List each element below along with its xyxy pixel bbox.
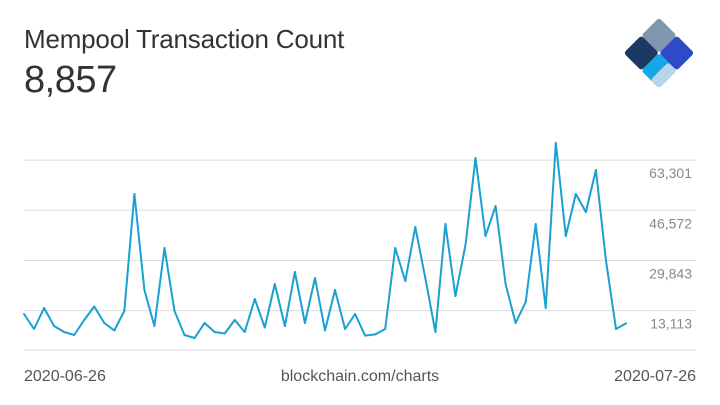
- data-point: [354, 313, 357, 315]
- data-point: [524, 301, 527, 303]
- data-point: [564, 235, 567, 237]
- data-point: [544, 307, 547, 309]
- data-point: [474, 157, 477, 159]
- chart-title: Mempool Transaction Count: [24, 24, 345, 54]
- data-point: [193, 337, 196, 339]
- data-point: [494, 205, 497, 207]
- data-point: [504, 283, 507, 285]
- logo-segment-pale: [651, 63, 676, 88]
- data-point: [625, 322, 627, 325]
- logo-segment-gray: [642, 18, 676, 52]
- data-point: [324, 329, 326, 332]
- x-end-date: 2020-07-26: [614, 368, 696, 385]
- data-point: [534, 223, 537, 225]
- source-label: blockchain.com/charts: [280, 368, 440, 385]
- data-point: [464, 244, 467, 246]
- data-point: [33, 328, 35, 330]
- data-point: [364, 334, 367, 337]
- data-point: [153, 325, 156, 327]
- x-start-date: 2020-06-26: [24, 368, 106, 385]
- data-point: [334, 289, 336, 291]
- data-point: [414, 226, 417, 228]
- data-point: [183, 334, 186, 336]
- data-point: [243, 331, 246, 333]
- data-point: [63, 331, 66, 333]
- data-point: [615, 328, 617, 330]
- data-point: [554, 142, 557, 144]
- data-point: [344, 328, 347, 330]
- logo-segment-blue: [660, 36, 694, 70]
- data-point: [303, 322, 306, 324]
- data-point: [584, 211, 587, 213]
- data-point: [263, 326, 266, 329]
- data-point: [574, 193, 577, 195]
- data-point: [253, 298, 256, 300]
- data-point: [444, 223, 447, 225]
- blockchain-logo-icon: [624, 18, 694, 88]
- data-point: [384, 328, 387, 330]
- y-tick-label: 46,572: [649, 215, 692, 231]
- data-point: [173, 310, 176, 312]
- data-point: [103, 322, 106, 324]
- data-point: [53, 325, 56, 327]
- series-line: [23, 142, 627, 339]
- data-point: [273, 283, 276, 285]
- y-tick-label: 29,843: [649, 265, 692, 281]
- data-point: [594, 169, 597, 171]
- current-value: 8,857: [24, 59, 117, 101]
- data-point: [514, 322, 517, 324]
- data-point: [93, 305, 96, 308]
- data-point: [314, 277, 316, 279]
- data-point: [113, 329, 116, 332]
- data-point: [203, 322, 206, 324]
- data-point: [233, 319, 236, 321]
- data-point: [454, 295, 457, 297]
- data-point: [73, 334, 76, 336]
- data-point: [424, 277, 427, 279]
- logo-segment-dark: [624, 36, 658, 70]
- data-point: [143, 289, 146, 291]
- data-point: [374, 333, 377, 336]
- data-point: [213, 331, 216, 333]
- data-point: [604, 259, 607, 261]
- data-point: [83, 319, 86, 321]
- data-point: [283, 325, 286, 327]
- data-point: [434, 331, 437, 333]
- y-tick-label: 63,301: [649, 165, 692, 181]
- data-point: [223, 332, 226, 335]
- y-tick-label: 13,113: [650, 316, 692, 332]
- data-point: [394, 247, 397, 249]
- data-point: [293, 271, 296, 273]
- data-point: [43, 307, 46, 309]
- data-point: [23, 313, 25, 315]
- data-point: [163, 247, 166, 249]
- data-point: [404, 280, 407, 282]
- data-point: [123, 310, 126, 312]
- data-point: [133, 193, 136, 195]
- data-point: [484, 235, 487, 237]
